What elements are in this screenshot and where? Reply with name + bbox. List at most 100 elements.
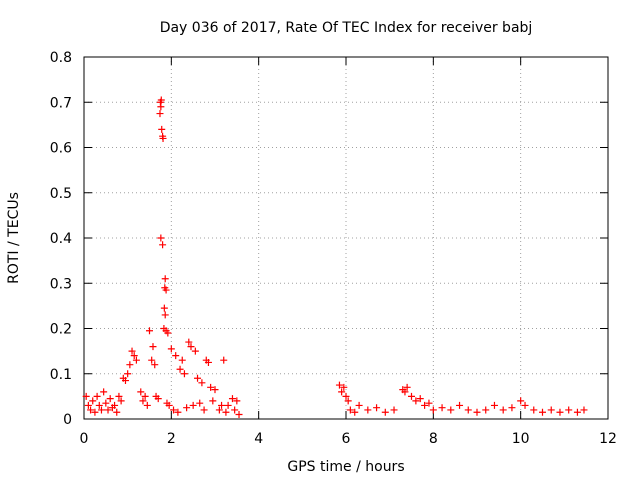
data-point (161, 275, 169, 283)
x-tick-label: 4 (254, 431, 263, 447)
data-point (425, 399, 433, 407)
x-tick-label: 2 (167, 431, 176, 447)
data-point (89, 397, 97, 405)
data-point (412, 397, 420, 405)
data-point (117, 397, 125, 405)
data-point (124, 370, 132, 378)
data-point (121, 377, 129, 385)
data-point (222, 408, 230, 416)
data-point (521, 401, 529, 409)
data-point (211, 386, 219, 394)
data-point (228, 395, 236, 403)
data-point (346, 406, 354, 414)
data-point (456, 401, 464, 409)
data-point (215, 406, 223, 414)
data-point (573, 408, 581, 416)
data-point (157, 234, 165, 242)
data-point (338, 388, 346, 396)
y-tick-label: 0.2 (50, 322, 72, 338)
data-point (170, 406, 178, 414)
data-point (373, 404, 381, 412)
data-point (364, 406, 372, 414)
data-point (148, 356, 156, 364)
data-point (416, 395, 424, 403)
data-point (128, 347, 136, 355)
data-point (207, 383, 215, 391)
data-point (438, 404, 446, 412)
data-point (191, 347, 199, 355)
data-point (164, 329, 172, 337)
data-point (100, 388, 108, 396)
data-point (113, 408, 121, 416)
data-point (161, 311, 169, 319)
data-point (183, 404, 191, 412)
data-point (351, 408, 359, 416)
data-point (111, 401, 119, 409)
y-tick-label: 0.6 (50, 141, 72, 157)
data-point (200, 406, 208, 414)
data-point (130, 352, 138, 360)
data-point (381, 408, 389, 416)
data-point (93, 392, 101, 400)
data-point (157, 96, 165, 104)
data-point (220, 356, 228, 364)
data-point (464, 406, 472, 414)
data-point (139, 397, 147, 405)
data-point (530, 406, 538, 414)
data-point (157, 103, 165, 111)
data-point (565, 406, 573, 414)
data-point (162, 286, 170, 294)
data-point (126, 361, 134, 369)
y-axis-label: ROTI / TECUs (6, 192, 22, 284)
data-point (151, 361, 159, 369)
data-point (95, 401, 103, 409)
data-point (180, 370, 188, 378)
data-point (224, 401, 232, 409)
data-point (154, 395, 162, 403)
data-point (84, 401, 92, 409)
data-point (143, 401, 151, 409)
data-point (556, 408, 564, 416)
data-point (231, 406, 239, 414)
data-point (102, 399, 110, 407)
data-point (408, 392, 415, 400)
data-point (473, 408, 481, 416)
data-point (547, 406, 555, 414)
data-point (158, 125, 166, 133)
data-point (447, 406, 455, 414)
data-point (87, 406, 95, 414)
data-point (137, 388, 145, 396)
x-tick-label: 10 (512, 431, 530, 447)
data-point (156, 110, 164, 118)
data-point (194, 374, 202, 382)
data-point (189, 401, 197, 409)
data-point (196, 399, 204, 407)
data-point (178, 356, 186, 364)
data-point (167, 345, 175, 353)
data-point (159, 241, 167, 249)
data-point (106, 395, 114, 403)
data-points (82, 96, 588, 418)
data-point (174, 408, 182, 416)
data-point (97, 406, 105, 414)
x-axis-label: GPS time / hours (287, 459, 404, 475)
data-point (115, 392, 123, 400)
data-point (355, 401, 363, 409)
data-point (176, 365, 184, 373)
data-point (580, 406, 588, 414)
data-point (198, 379, 206, 387)
data-point (421, 401, 429, 409)
x-tick-label: 12 (599, 431, 617, 447)
data-point (490, 401, 498, 409)
y-tick-label: 0.8 (50, 50, 72, 66)
data-point (104, 406, 112, 414)
data-point (132, 356, 140, 364)
data-point (82, 392, 90, 400)
data-point (91, 408, 99, 416)
y-tick-label: 0.1 (50, 367, 72, 383)
y-tick-label: 0.7 (50, 95, 72, 111)
data-point (539, 408, 546, 416)
data-point (204, 358, 212, 366)
data-point (344, 397, 352, 405)
